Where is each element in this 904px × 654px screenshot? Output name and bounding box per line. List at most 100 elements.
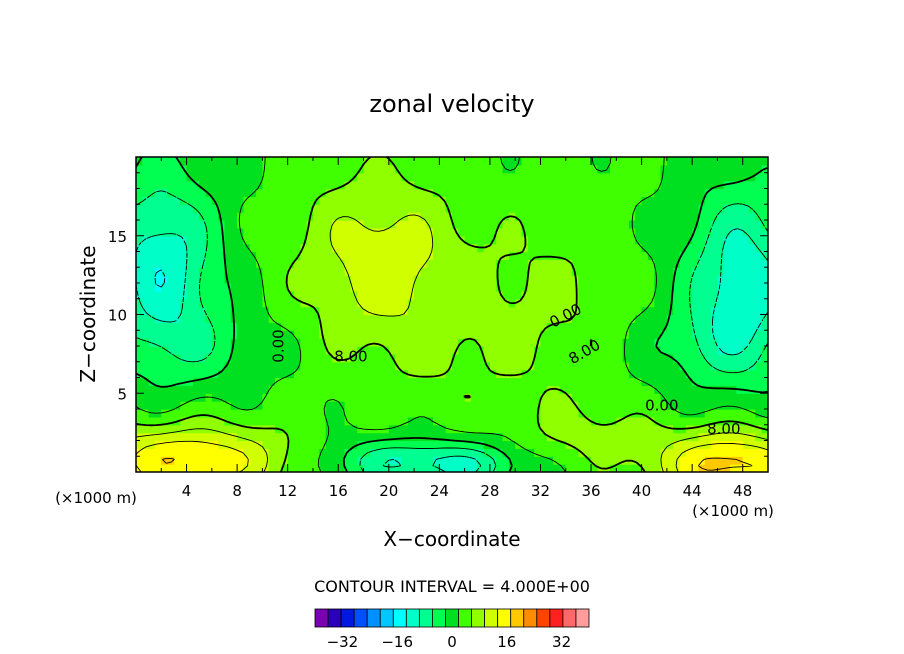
field-cell (325, 377, 333, 386)
field-cell (154, 212, 162, 221)
field-cell (730, 251, 737, 260)
field-cell (578, 361, 586, 371)
field-cell (622, 227, 630, 237)
field-cell (616, 346, 624, 355)
field-cell (388, 432, 396, 442)
field-cell (395, 298, 403, 308)
field-cell (401, 227, 409, 237)
field-cell (546, 275, 554, 284)
field-cell (205, 251, 213, 260)
field-cell (666, 180, 674, 190)
field-cell (610, 290, 617, 300)
field-cell (167, 275, 175, 284)
field-cell (742, 196, 750, 205)
field-cell (344, 180, 352, 190)
field-cell (654, 220, 662, 229)
field-cell (666, 172, 674, 182)
field-cell (275, 180, 282, 190)
field-cell (496, 393, 504, 402)
field-cell (420, 440, 428, 449)
field-cell (515, 353, 523, 363)
field-cell (382, 251, 390, 260)
field-cell (148, 393, 156, 402)
field-cell (559, 448, 567, 457)
field-cell (382, 172, 390, 182)
field-cell (268, 322, 276, 331)
field-cell (426, 416, 434, 426)
field-cell (483, 204, 491, 213)
field-cell (433, 212, 440, 221)
field-cell (382, 464, 390, 472)
field-cell (256, 298, 263, 308)
field-cell (458, 448, 466, 457)
field-cell (167, 424, 175, 434)
field-cell (376, 275, 384, 284)
field-cell (553, 259, 561, 268)
field-cell (388, 220, 396, 229)
field-cell (540, 361, 548, 371)
field-cell (262, 377, 270, 386)
field-cell (433, 243, 440, 253)
field-cell (591, 464, 598, 472)
field-cell (167, 298, 175, 308)
field-cell (186, 251, 194, 260)
field-cell (711, 259, 719, 268)
field-cell (534, 251, 542, 260)
field-cell (218, 314, 226, 323)
field-cell (540, 416, 548, 426)
field-cell (755, 330, 763, 339)
field-cell (344, 440, 352, 449)
field-cell (136, 227, 143, 237)
field-cell (363, 220, 371, 229)
field-cell (591, 157, 598, 166)
field-cell (199, 409, 207, 418)
field-cell (414, 456, 421, 465)
field-cell (414, 393, 421, 402)
field-cell (382, 346, 390, 355)
field-cell (319, 346, 327, 355)
field-cell (426, 409, 434, 418)
field-cell (420, 385, 428, 394)
field-cell (666, 385, 674, 394)
field-cell (635, 353, 643, 363)
field-cell (527, 164, 535, 174)
field-cell (723, 290, 731, 300)
field-cell (628, 314, 636, 323)
field-cell (452, 456, 459, 465)
field-cell (742, 164, 750, 174)
field-cell (205, 220, 213, 229)
field-cell (294, 361, 301, 371)
field-cell (704, 306, 712, 316)
field-cell (654, 385, 662, 394)
field-cell (325, 251, 333, 260)
y-tick-label: 15 (108, 228, 127, 246)
field-cell (306, 464, 314, 472)
field-cell (616, 157, 624, 166)
field-cell (173, 385, 181, 394)
field-cell (230, 401, 238, 410)
field-cell (344, 330, 352, 339)
field-cell (445, 267, 453, 276)
field-cell (294, 424, 301, 434)
field-cell (325, 401, 333, 410)
field-cell (211, 322, 219, 331)
field-cell (268, 409, 276, 418)
field-cell (458, 409, 466, 418)
field-cell (167, 157, 175, 166)
field-cell (237, 196, 245, 205)
field-cell (420, 290, 428, 300)
field-cell (363, 338, 371, 347)
field-cell (597, 432, 605, 442)
field-cell (148, 416, 156, 426)
field-cell (338, 377, 346, 386)
field-cell (249, 353, 257, 363)
field-cell (685, 377, 693, 386)
field-cell (641, 464, 649, 472)
field-cell (192, 290, 200, 300)
field-cell (477, 440, 485, 449)
field-cell (717, 361, 725, 371)
field-cell (742, 188, 750, 197)
field-cell (470, 220, 478, 229)
field-cell (420, 393, 428, 402)
field-cell (312, 409, 320, 418)
